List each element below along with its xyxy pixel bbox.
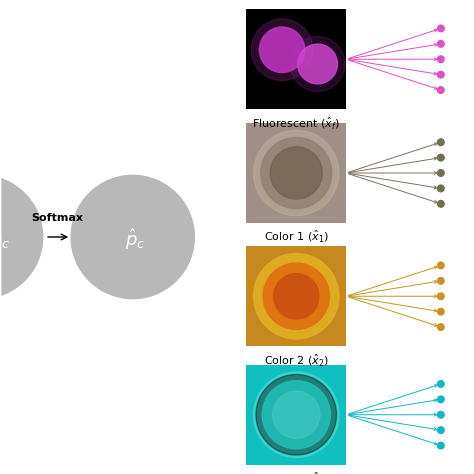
Circle shape <box>438 155 444 161</box>
Circle shape <box>438 324 444 330</box>
Circle shape <box>438 381 444 387</box>
Circle shape <box>438 25 444 32</box>
Circle shape <box>438 411 444 418</box>
Circle shape <box>438 442 444 449</box>
Circle shape <box>251 19 313 81</box>
Circle shape <box>254 372 339 457</box>
Circle shape <box>438 170 444 176</box>
Circle shape <box>438 185 444 191</box>
Circle shape <box>438 262 444 269</box>
Bar <box>246 246 346 346</box>
Circle shape <box>438 427 444 433</box>
Circle shape <box>438 293 444 300</box>
Circle shape <box>263 263 329 329</box>
Circle shape <box>71 175 194 299</box>
Circle shape <box>273 273 319 319</box>
Circle shape <box>438 278 444 284</box>
Circle shape <box>438 201 444 207</box>
Circle shape <box>261 137 332 209</box>
Circle shape <box>254 254 339 339</box>
Circle shape <box>259 27 305 73</box>
Circle shape <box>270 147 322 199</box>
Bar <box>246 123 346 223</box>
Circle shape <box>438 41 444 47</box>
Circle shape <box>254 130 339 216</box>
Circle shape <box>298 44 337 84</box>
Text: Color 1 ($\hat{x}_1$): Color 1 ($\hat{x}_1$) <box>264 228 328 245</box>
Text: Fluorescent ($\hat{x}_f$): Fluorescent ($\hat{x}_f$) <box>252 115 340 131</box>
Circle shape <box>290 36 345 91</box>
Bar <box>246 365 346 465</box>
Text: Softmax: Softmax <box>31 213 83 223</box>
Text: $\hat{e}_c$: $\hat{e}_c$ <box>0 228 10 251</box>
Bar <box>246 9 346 109</box>
Circle shape <box>438 56 444 63</box>
Circle shape <box>438 139 444 146</box>
Circle shape <box>438 87 444 93</box>
Text: $\hat{p}_c$: $\hat{p}_c$ <box>125 227 146 252</box>
Circle shape <box>438 309 444 315</box>
Circle shape <box>438 396 444 403</box>
Circle shape <box>262 381 330 449</box>
Text: Color 3 ($\hat{x}_3$): Color 3 ($\hat{x}_3$) <box>264 470 328 474</box>
Text: Color 2 ($\hat{x}_2$): Color 2 ($\hat{x}_2$) <box>264 352 328 368</box>
Circle shape <box>438 72 444 78</box>
Circle shape <box>256 374 337 455</box>
Circle shape <box>273 391 320 438</box>
Circle shape <box>0 175 43 299</box>
